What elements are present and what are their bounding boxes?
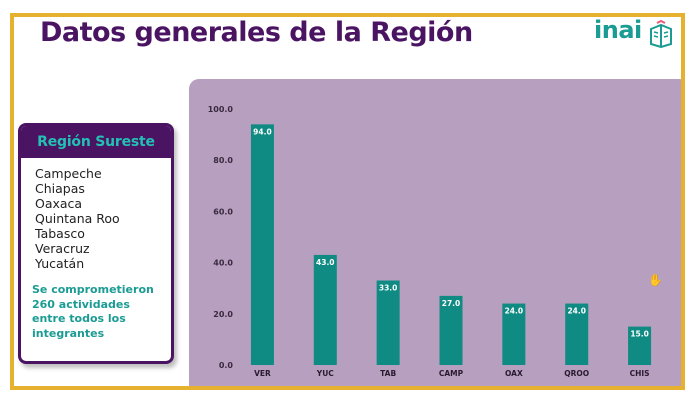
state-item: Campeche (35, 166, 102, 181)
bar-value-label: 15.0 (630, 330, 649, 339)
activities-note: Se comprometieron 260 actividades entre … (32, 283, 154, 340)
bar-value-label: 33.0 (379, 284, 398, 293)
region-card: Región Sureste Campeche Chiapas Oaxaca Q… (18, 123, 174, 364)
bar-value-label: 94.0 (253, 127, 272, 136)
bar-value-label: 24.0 (567, 307, 586, 316)
state-item: Veracruz (35, 241, 90, 256)
slide-frame: Datos generales de la Región inai 0.0 20.… (10, 13, 685, 390)
y-tick-label: 60.0 (213, 207, 233, 216)
bar-value-label: 27.0 (442, 299, 461, 308)
x-tick-label: OAX (505, 369, 523, 378)
state-item: Oaxaca (35, 196, 83, 211)
x-tick-label: YUC (316, 369, 335, 378)
x-tick-label: VER (254, 369, 271, 378)
state-item: Yucatán (35, 256, 85, 271)
page-title: Datos generales de la Región (40, 17, 473, 48)
y-tick-label: 80.0 (213, 156, 233, 165)
book-icon (650, 20, 672, 48)
bar (376, 280, 400, 365)
state-item: Chiapas (35, 181, 85, 196)
bar-chart: 0.0 20.0 40.0 60.0 80.0 100.0 94.0 VER 43.0 YUC 33… (208, 105, 652, 378)
bar (565, 303, 589, 365)
bar (502, 303, 526, 365)
bar (250, 124, 274, 365)
y-tick-label: 20.0 (213, 310, 233, 319)
x-tick-label: CAMP (439, 369, 464, 378)
state-list: Campeche Chiapas Oaxaca Quintana Roo Tab… (35, 166, 171, 271)
x-tick-label: CHIS (630, 369, 650, 378)
logo-text: inai (594, 16, 642, 44)
y-tick-label: 0.0 (219, 361, 234, 370)
x-tick-label: TAB (380, 369, 396, 378)
bar (439, 295, 463, 365)
inai-logo: inai (594, 16, 678, 49)
chart-panel: 0.0 20.0 40.0 60.0 80.0 100.0 94.0 VER 43.0 YUC 33… (189, 79, 681, 386)
bar (628, 326, 652, 365)
state-item: Tabasco (35, 226, 85, 241)
hand-cursor-icon: ✋ (648, 273, 663, 287)
x-tick-label: QROO (564, 369, 589, 378)
bar (313, 254, 337, 365)
bar-value-label: 43.0 (316, 258, 335, 267)
y-tick-label: 40.0 (213, 259, 233, 268)
bar-value-label: 24.0 (505, 307, 524, 316)
y-tick-label: 100.0 (208, 105, 234, 114)
region-card-header: Región Sureste (21, 126, 171, 158)
state-item: Quintana Roo (35, 211, 120, 226)
